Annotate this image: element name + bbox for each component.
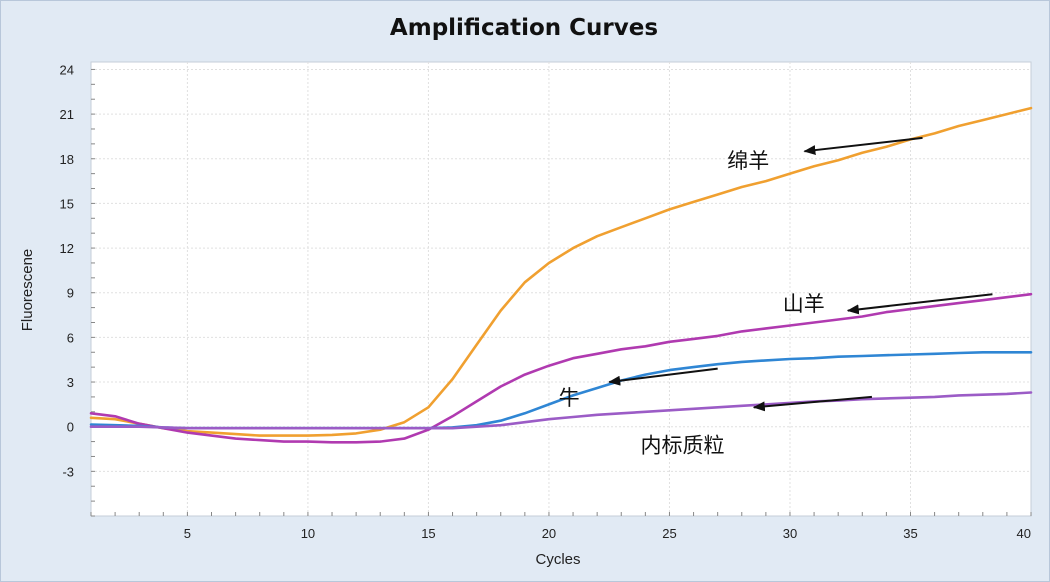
x-tick-label: 5: [184, 526, 191, 541]
annotation-label-4: 内标质粒: [641, 434, 725, 458]
plot-area: [90, 61, 1032, 517]
y-tick-label: 3: [67, 375, 74, 390]
y-tick-label: 0: [67, 420, 74, 435]
annotation-label-1: 绵羊: [727, 149, 769, 173]
x-tick-label: 40: [1017, 526, 1031, 541]
y-tick-label: 24: [60, 62, 74, 77]
annotation-arrow-3: [608, 367, 718, 386]
gridlines: [91, 62, 1031, 516]
x-tick-label: 10: [301, 526, 315, 541]
x-tick-label: 30: [783, 526, 797, 541]
minor-ticks: [90, 68, 1032, 517]
annotation-arrow-4: [752, 395, 873, 412]
y-tick-label: 21: [60, 107, 74, 122]
y-tick-label: 18: [60, 152, 74, 167]
annotation-label-3: 牛: [559, 386, 580, 410]
y-tick-label: 9: [67, 286, 74, 301]
series-line-1: [89, 106, 1033, 437]
series-line-2: [89, 292, 1033, 444]
chart-title: Amplification Curves: [390, 15, 658, 41]
annotation-arrow-2: [846, 293, 993, 315]
y-tick-label: 6: [67, 330, 74, 345]
x-tick-label: 35: [903, 526, 917, 541]
y-axis-label: Fluorescene: [19, 249, 36, 332]
y-axis-ticks: -3 0 3 6 9 12 15 18 21 24: [60, 62, 74, 479]
y-tick-label: 12: [60, 241, 74, 256]
series-line-4: [89, 391, 1033, 430]
x-tick-label: 15: [421, 526, 435, 541]
y-tick-label: 15: [60, 196, 74, 211]
x-tick-label: 25: [662, 526, 676, 541]
x-axis-ticks: 5 10 15 20 25 30 35 40: [184, 526, 1031, 541]
annotation-arrow-1: [803, 136, 923, 156]
y-tick-label: -3: [62, 464, 74, 479]
x-tick-label: 20: [542, 526, 556, 541]
series-lines: [89, 106, 1033, 444]
annotation-label-2: 山羊: [783, 292, 825, 316]
x-axis-label: Cycles: [535, 551, 580, 568]
